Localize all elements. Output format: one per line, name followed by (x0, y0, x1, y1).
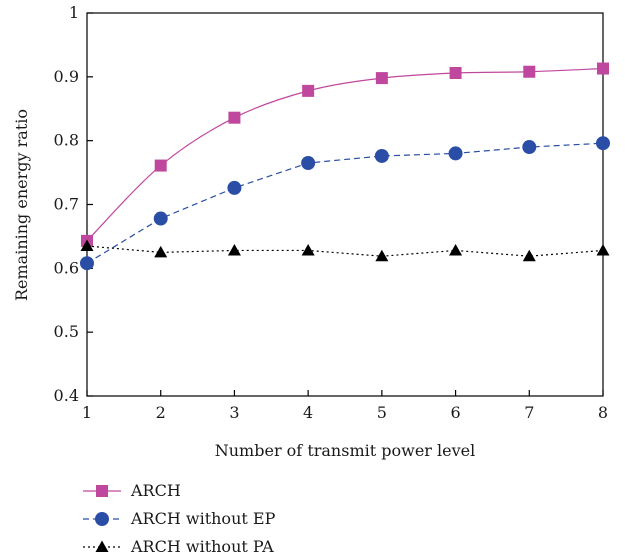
data-point (522, 249, 536, 262)
data-point (596, 136, 610, 151)
legend-label: ARCH without PA (130, 537, 274, 556)
data-point (154, 245, 168, 258)
y-tick-label: 0.7 (54, 195, 79, 214)
x-tick-label: 8 (598, 403, 608, 422)
y-tick-label: 0.4 (54, 386, 79, 405)
data-point (301, 243, 315, 256)
x-axis-label: Number of transmit power level (215, 441, 475, 460)
data-point (228, 111, 241, 124)
data-point (597, 62, 609, 75)
data-point (301, 156, 316, 171)
data-point (302, 84, 315, 97)
series-line-2 (86, 142, 604, 264)
data-point (449, 243, 463, 256)
legend: ARCH ARCH without EP ARCH without PA (83, 481, 276, 556)
y-tick-label: 0.8 (54, 131, 79, 150)
data-point (449, 67, 462, 80)
y-tick-label: 1 (69, 3, 79, 22)
y-axis-label: Remaining energy ratio (12, 109, 31, 301)
legend-label: ARCH without EP (130, 509, 276, 528)
y-axis: 0.4 0.5 0.6 0.7 0.8 0.9 1 (54, 3, 93, 405)
x-tick-label: 2 (156, 403, 166, 422)
series-line-3 (86, 245, 604, 257)
data-point (80, 239, 94, 251)
legend-label: ARCH (130, 481, 181, 500)
y-tick-label: 0.9 (54, 67, 79, 86)
legend-marker (95, 540, 109, 552)
series-layer (80, 62, 610, 271)
data-point (523, 65, 536, 78)
x-tick-label: 5 (377, 403, 387, 422)
x-tick-label: 7 (524, 403, 534, 422)
data-point (374, 148, 389, 163)
data-point (375, 249, 389, 262)
data-point (596, 243, 610, 256)
data-point (153, 211, 168, 226)
x-tick-label: 6 (450, 403, 460, 422)
data-point (448, 146, 463, 161)
legend-marker (96, 485, 108, 497)
y-tick-label: 0.6 (54, 258, 79, 277)
y-tick-label: 0.5 (54, 322, 79, 341)
data-point (375, 72, 388, 85)
legend-marker (95, 512, 109, 526)
x-tick-label: 1 (82, 403, 92, 422)
data-point (80, 256, 94, 271)
x-tick-label: 4 (303, 403, 313, 422)
x-tick-label: 3 (229, 403, 239, 422)
data-point (227, 243, 241, 256)
data-point (154, 159, 167, 172)
data-point (522, 140, 537, 155)
data-point (227, 180, 242, 195)
x-axis: 1 2 3 4 5 6 7 8 (82, 390, 608, 422)
